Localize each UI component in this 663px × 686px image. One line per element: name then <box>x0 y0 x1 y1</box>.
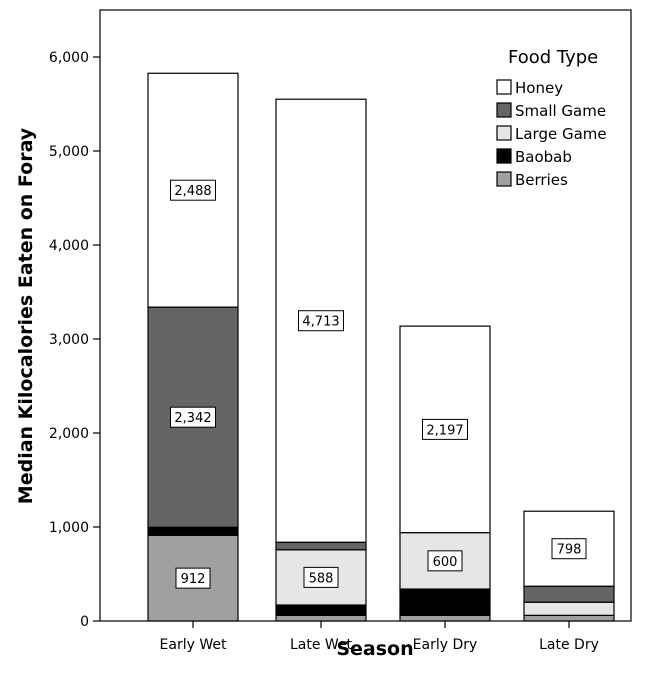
bar-segment-berries <box>275 614 367 622</box>
bar-segment-large-game <box>523 601 615 616</box>
bars-layer <box>147 72 615 622</box>
legend-swatch <box>496 102 512 118</box>
y-tick-label: 6,000 <box>49 50 89 66</box>
legend: Food Type Honey Small Game Large Game Baoba… <box>496 47 607 189</box>
legend-label: Baobab <box>515 148 572 166</box>
y-tick-label: 4,000 <box>49 238 89 254</box>
data-label-box <box>303 566 339 588</box>
y-tick-label: 3,000 <box>49 332 89 348</box>
bar-segment-small-game <box>275 541 367 551</box>
legend-title: Food Type <box>508 47 598 68</box>
legend-swatch <box>496 148 512 164</box>
data-label-box <box>422 418 468 440</box>
bar-segment-baobab <box>147 526 239 536</box>
data-label-box <box>175 567 211 589</box>
data-label: 912 <box>181 572 206 587</box>
legend-swatch <box>496 125 512 141</box>
data-labels-layer: 2,488 2,342 912 4,713 588 2,197 600 798 <box>170 179 587 589</box>
bar-segment-baobab <box>275 604 367 616</box>
data-label: 2,342 <box>174 411 211 426</box>
data-label-box <box>551 538 587 560</box>
bar-segment-baobab <box>399 588 491 616</box>
legend-label: Small Game <box>515 102 606 120</box>
data-label: 600 <box>433 555 458 570</box>
y-tick-label: 5,000 <box>49 144 89 160</box>
data-label-box <box>427 550 463 572</box>
bar-segment-berries <box>523 614 615 622</box>
y-tick-label: 1,000 <box>49 520 89 536</box>
data-label-box <box>298 310 344 332</box>
legend-label: Berries <box>515 171 568 189</box>
y-axis-title: Median Kilocalories Eaten on Foray <box>15 127 37 504</box>
data-label: 798 <box>557 543 582 558</box>
legend-swatch <box>496 79 512 95</box>
bar-segment-small-game <box>523 585 615 603</box>
y-tick-label: 2,000 <box>49 426 89 442</box>
legend-label: Large Game <box>515 125 607 143</box>
data-label: 4,713 <box>302 315 339 330</box>
data-label: 2,488 <box>174 184 211 199</box>
legend-swatch <box>496 171 512 187</box>
x-tick-label: Late Dry <box>539 637 599 653</box>
y-tick-label: 0 <box>80 614 89 630</box>
data-label-box <box>170 406 216 428</box>
x-tick-label: Late Wet <box>290 637 353 653</box>
x-tick-label: Early Dry <box>413 637 478 653</box>
x-axis-title: Season <box>336 638 413 660</box>
data-label: 588 <box>309 571 334 586</box>
data-label: 2,197 <box>426 423 463 438</box>
data-label-box <box>170 179 216 201</box>
y-axis: 0 1,000 2,000 3,000 4,000 5,000 6,000 <box>49 50 100 630</box>
x-tick-label: Early Wet <box>160 637 227 653</box>
bar-segment-berries <box>399 614 491 622</box>
legend-label: Honey <box>515 79 563 97</box>
x-axis: Early Wet Late Wet Early Dry Late Dry <box>160 621 599 653</box>
